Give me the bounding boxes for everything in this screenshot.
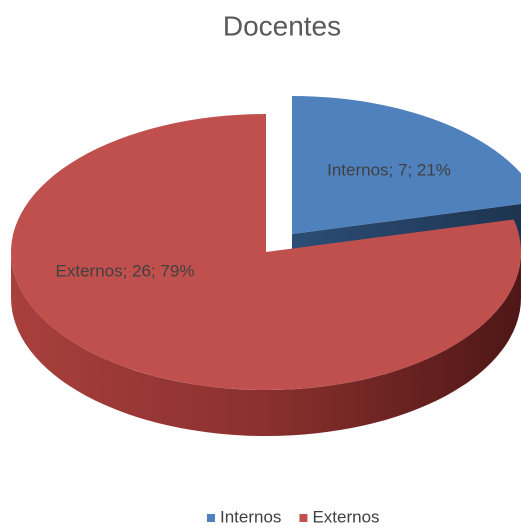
pie-slice bbox=[292, 96, 521, 234]
pie-side bbox=[11, 252, 521, 436]
legend-swatch bbox=[299, 514, 308, 522]
legend-swatch bbox=[207, 514, 215, 522]
pie-slice bbox=[11, 114, 521, 390]
data-label: Externos; 26; 79% bbox=[56, 261, 195, 280]
data-label: Internos; 7; 21% bbox=[327, 160, 451, 179]
chart-title: Docentes bbox=[223, 10, 341, 41]
legend-label: Externos bbox=[312, 507, 379, 526]
legend-label: Internos bbox=[220, 507, 281, 526]
